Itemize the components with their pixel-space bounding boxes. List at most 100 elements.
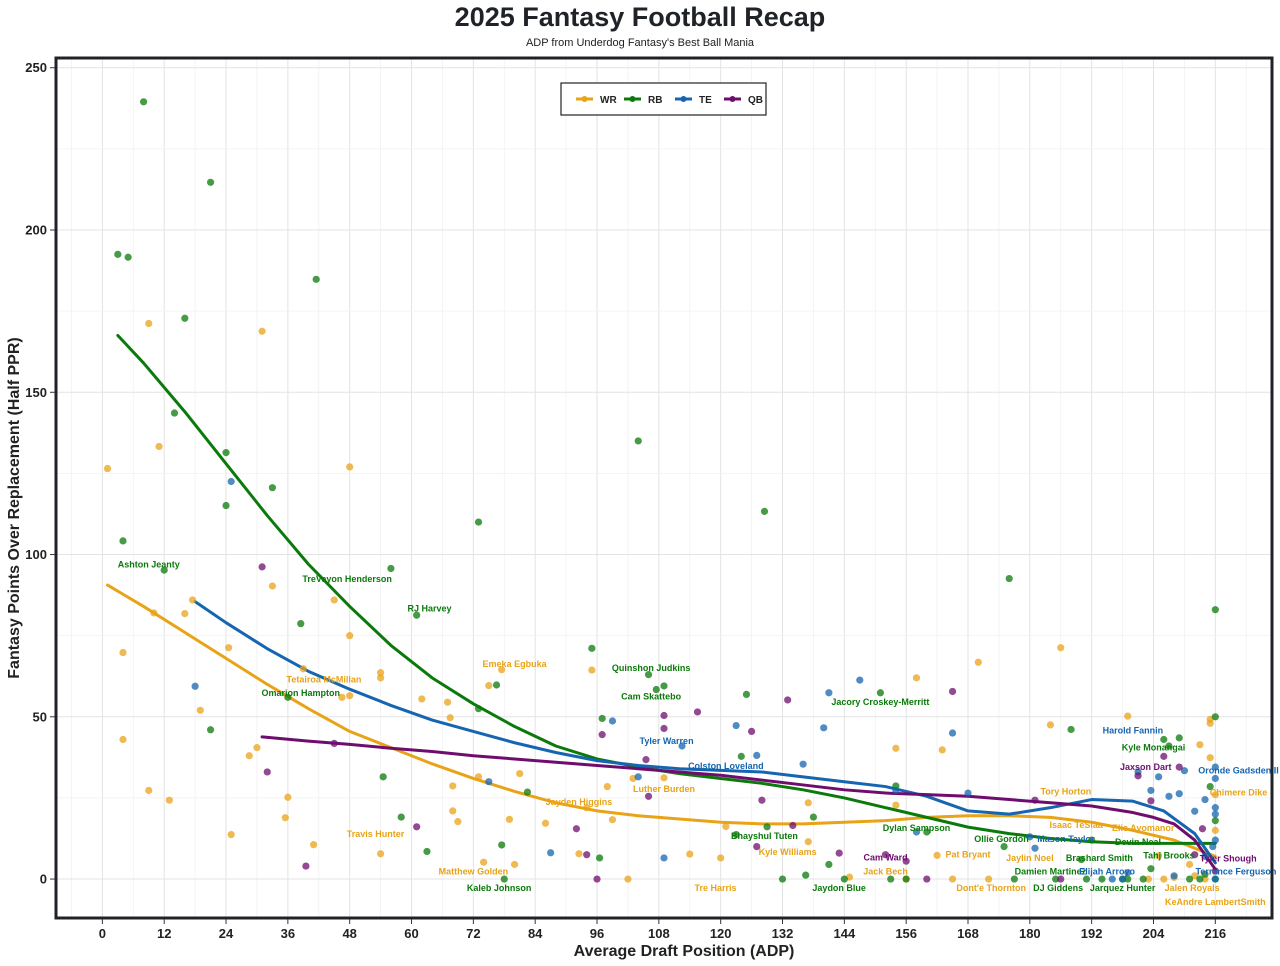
point-rb [1005,574,1013,583]
point-label: Matthew Golden [439,867,509,877]
point-te [485,778,493,786]
point-label: Kyle Williams [759,847,817,857]
point-rb [1082,875,1091,883]
point-wr [480,858,488,866]
point-te [1211,836,1219,844]
point-qb [1211,867,1219,875]
point-rb [222,449,230,457]
point-rb [222,501,230,510]
point-qb [642,756,650,764]
point-rb [1196,875,1204,883]
point-te [660,854,668,862]
point-wr [284,793,292,801]
point-wr [258,327,266,335]
point-qb [1057,875,1065,883]
point-label: Tory Horton [1040,786,1091,796]
point-rb [1124,875,1132,883]
point-te [1165,792,1173,800]
point-label: Mason Taylor [1037,834,1095,844]
point-te [1026,833,1034,841]
point-rb [902,875,910,883]
point-qb [1191,851,1199,859]
trend-line-te [193,600,1217,865]
point-wr [1211,826,1219,834]
point-label: Bhayshul Tuten [731,831,798,841]
point-wr [103,464,112,473]
point-qb [693,708,702,716]
point-rb [268,484,277,492]
point-wr [498,666,506,674]
point-wr [338,693,346,701]
point-qb [660,711,668,720]
legend-marker-te [680,96,687,102]
point-rb [523,788,532,796]
point-te [1118,875,1127,883]
point-wr [188,596,197,604]
point-wr [310,841,318,849]
point-te [1175,790,1183,798]
point-te [191,682,199,690]
x-tick-label: 36 [281,926,295,941]
point-label: Tyler Warren [640,736,694,746]
point-rb [1010,875,1018,883]
point-te [892,786,900,795]
point-rb [413,611,421,619]
point-label: Cam Skattebo [621,691,682,701]
point-label: Tetairoa McMillan [287,674,362,684]
point-wr [196,706,204,714]
point-qb [902,857,910,865]
x-tick-label: 192 [1081,926,1103,941]
point-wr [1124,712,1132,720]
point-wr [181,609,189,618]
point-label: Brashard Smith [1066,853,1133,863]
point-rb [124,253,132,261]
point-label: Colston Loveland [688,761,764,771]
point-te [820,724,828,732]
point-wr [1185,860,1194,869]
point-wr [377,850,385,858]
point-rb [114,250,122,258]
legend-marker-qb [729,96,736,102]
x-tick-label: 0 [99,926,106,941]
x-tick-label: 48 [342,926,356,941]
point-wr [446,714,454,722]
point-qb [593,875,601,883]
point-te [1180,767,1189,775]
x-tick-label: 120 [710,926,732,941]
point-label: Ashton Jeanty [118,559,180,569]
point-wr [660,774,668,782]
x-tick-label: 84 [528,926,543,941]
point-wr [603,782,611,791]
point-wr [1206,719,1214,727]
point-rb [732,830,740,839]
legend-label-qb: QB [748,95,763,106]
point-rb [1139,875,1147,883]
point-wr [119,735,127,744]
point-wr [1206,754,1214,762]
point-wr [717,854,725,862]
point-label: RJ Harvey [408,604,452,614]
point-te [1147,786,1155,795]
point-te [1191,807,1199,815]
point-rb [474,518,483,526]
point-wr [933,851,941,859]
point-label: Jaylin Noel [1006,853,1054,863]
point-rb [379,773,387,781]
point-rb [1051,875,1060,883]
point-label: Jayden Higgins [546,797,613,807]
point-label: TreVeyon Henderson [302,574,392,584]
point-te [825,689,833,697]
point-te [732,721,740,730]
point-qb [758,796,766,804]
point-label: Cam Ward [863,852,907,862]
point-te [1170,872,1178,880]
point-wr [145,319,153,328]
point-rb [1211,713,1219,721]
point-rb [160,566,168,574]
point-rb [181,314,189,322]
x-tick-label: 156 [895,926,917,941]
point-wr [505,815,514,823]
y-axis-ticks: 0 50 100 150 200 250 [25,60,55,887]
point-label: KeAndre LambertSmith [1165,897,1266,907]
